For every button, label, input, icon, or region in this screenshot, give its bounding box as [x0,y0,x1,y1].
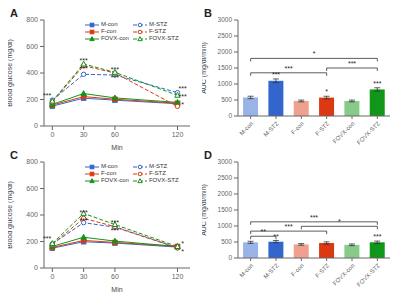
svg-text:***: *** [285,65,293,72]
html-text:F-STZ: F-STZ [148,170,166,176]
svg-text:***: *** [373,80,381,87]
html-text:M-con: M-con [100,163,118,169]
svg-text:***: *** [310,214,318,221]
svg-text:AUC (mg/dl/min): AUC (mg/dl/min) [202,42,208,94]
html-text:A: A [10,7,18,19]
svg-text:F-STZ: F-STZ [314,120,330,136]
svg-text:F-STZ: F-STZ [314,262,330,278]
svg-text:0: 0 [50,131,54,138]
svg-text:60: 60 [111,131,119,138]
svg-text:F-con: F-con [290,262,305,277]
svg-text:***: *** [179,85,187,92]
svg-text:1000: 1000 [218,80,233,87]
svg-text:*: * [181,240,184,247]
svg-text:0: 0 [34,122,38,129]
svg-text:120: 120 [172,131,184,138]
svg-text:***: *** [179,93,187,100]
svg-text:***: *** [111,74,119,81]
svg-text:600: 600 [26,185,38,192]
svg-text:Min: Min [111,144,122,150]
svg-text:***: *** [80,57,88,64]
svg-text:600: 600 [26,43,38,50]
html-text:M-con: M-con [100,21,118,27]
svg-text:***: *** [43,92,51,99]
svg-text:1500: 1500 [218,206,233,213]
svg-text:Blood glucose (mg/dl): Blood glucose (mg/dl) [8,39,14,107]
svg-text:***: *** [111,219,119,226]
svg-text:*: * [338,218,341,225]
svg-text:M-STZ: M-STZ [263,120,280,137]
html-text:M-STZ: M-STZ [148,21,168,27]
svg-text:M-con: M-con [238,120,254,136]
svg-text:2000: 2000 [218,190,233,197]
html-text:D: D [204,149,212,161]
svg-text:400: 400 [26,211,38,218]
svg-text:0: 0 [50,273,54,280]
html-text:FOVX-con: FOVX-con [100,35,129,41]
svg-text:M-STZ: M-STZ [263,262,280,279]
svg-text:30: 30 [80,273,88,280]
svg-text:3000: 3000 [218,158,233,165]
svg-text:*: * [313,50,316,57]
svg-text:***: *** [285,223,293,230]
svg-text:0: 0 [228,254,232,261]
svg-text:***: *** [80,65,88,72]
svg-text:***: *** [80,209,88,216]
html-text:B: B [204,7,212,19]
svg-text:***: *** [111,66,119,73]
svg-text:Blood glucose (mg/dl): Blood glucose (mg/dl) [8,181,14,249]
svg-text:***: *** [43,235,51,242]
svg-text:1500: 1500 [218,64,233,71]
svg-text:***: *** [348,60,356,67]
svg-text:FOVX-con: FOVX-con [332,262,356,286]
svg-text:0: 0 [34,264,38,271]
svg-text:**: ** [273,233,279,240]
svg-text:200: 200 [26,238,38,245]
svg-text:FOVX-con: FOVX-con [332,120,356,144]
svg-text:0: 0 [228,112,232,119]
html-text:M-STZ: M-STZ [148,163,168,169]
svg-text:*: * [325,88,328,95]
svg-text:400: 400 [26,69,38,76]
html-text:F-con: F-con [100,28,117,34]
svg-text:500: 500 [221,238,232,245]
svg-text:800: 800 [26,16,38,23]
svg-text:***: *** [111,227,119,234]
svg-text:60: 60 [111,273,119,280]
svg-text:*: * [181,248,184,255]
svg-text:2500: 2500 [218,32,233,39]
svg-text:30: 30 [80,131,88,138]
html-text:FOVX-STZ: FOVX-STZ [148,177,179,183]
svg-text:***: *** [80,217,88,224]
html-text:FOVX-STZ: FOVX-STZ [148,35,179,41]
svg-text:FOVX-STZ: FOVX-STZ [356,120,381,145]
svg-text:3000: 3000 [218,16,233,23]
html-text:F-STZ: F-STZ [148,28,166,34]
svg-text:***: *** [373,233,381,240]
svg-text:500: 500 [221,96,232,103]
svg-text:200: 200 [26,96,38,103]
svg-text:**: ** [261,228,267,235]
svg-text:2500: 2500 [218,174,233,181]
svg-text:AUC (mg/dl/min): AUC (mg/dl/min) [202,184,208,236]
svg-text:800: 800 [26,158,38,165]
svg-text:*: * [181,101,184,108]
html-text:FOVX-con: FOVX-con [100,177,129,183]
svg-text:1000: 1000 [218,222,233,229]
svg-text:FOVX-STZ: FOVX-STZ [356,262,381,287]
svg-text:120: 120 [172,273,184,280]
svg-text:***: *** [272,71,280,78]
svg-text:Min: Min [111,286,122,292]
svg-text:F-con: F-con [290,120,305,135]
html-text:C: C [10,149,18,161]
html-text:F-con: F-con [100,170,117,176]
svg-text:M-con: M-con [238,262,254,278]
svg-text:2000: 2000 [218,48,233,55]
